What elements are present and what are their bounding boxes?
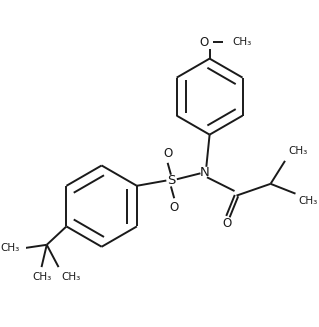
- Text: O: O: [199, 36, 208, 49]
- Text: N: N: [200, 166, 210, 179]
- Text: CH₃: CH₃: [61, 272, 80, 282]
- Text: CH₃: CH₃: [299, 196, 318, 206]
- Text: S: S: [167, 174, 175, 187]
- Text: CH₃: CH₃: [32, 272, 51, 282]
- Text: O: O: [163, 147, 172, 160]
- Text: O: O: [170, 201, 179, 214]
- Text: CH₃: CH₃: [288, 146, 308, 156]
- Text: CH₃: CH₃: [232, 37, 251, 47]
- Text: CH₃: CH₃: [0, 243, 19, 253]
- Text: O: O: [222, 217, 231, 230]
